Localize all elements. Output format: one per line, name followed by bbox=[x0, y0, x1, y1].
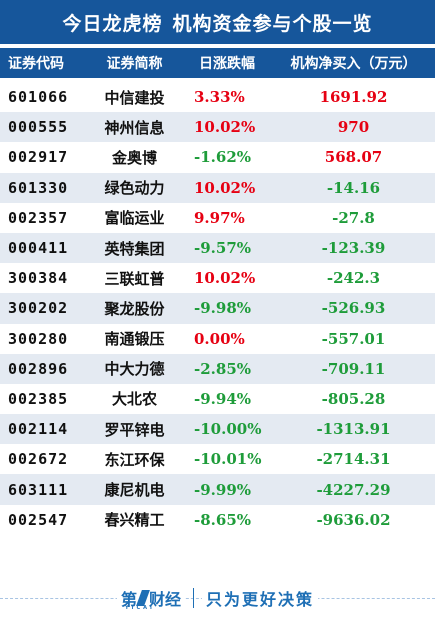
footer: 第 财经 YICAI 只为更好决策 bbox=[0, 575, 435, 620]
table-row: 002672 东江环保 -10.01% -2714.31 bbox=[0, 444, 435, 474]
cell-net-buy: -4227.29 bbox=[316, 480, 391, 499]
cell-code: 300384 bbox=[8, 269, 69, 288]
cell-name: 聚龙股份 bbox=[104, 299, 165, 318]
logo-text-right: 财经 bbox=[148, 589, 181, 609]
cell-code: 601066 bbox=[8, 88, 69, 107]
cell-change: 10.02% bbox=[194, 269, 256, 288]
cell-name: 罗平锌电 bbox=[104, 420, 165, 439]
cell-name: 富临运业 bbox=[104, 209, 165, 228]
cell-change: -9.98% bbox=[194, 299, 252, 318]
cell-change: -1.62% bbox=[194, 148, 252, 167]
cell-name: 英特集团 bbox=[104, 239, 165, 258]
cell-code: 002547 bbox=[8, 510, 69, 529]
cell-name: 康尼机电 bbox=[104, 481, 165, 500]
col-net-header: 机构净买入（万元） bbox=[290, 56, 417, 72]
cell-code: 002114 bbox=[8, 420, 69, 439]
cell-change: -9.99% bbox=[194, 480, 252, 499]
cell-name: 中大力德 bbox=[104, 360, 165, 379]
cell-code: 300280 bbox=[8, 329, 69, 348]
table-row: 601330 绿色动力 10.02% -14.16 bbox=[0, 172, 435, 203]
cell-change: 10.02% bbox=[194, 118, 256, 137]
cell-code: 300202 bbox=[8, 299, 69, 318]
cell-name: 神州信息 bbox=[104, 118, 165, 137]
col-code-header: 证券代码 bbox=[8, 56, 64, 72]
cell-net-buy: 1691.92 bbox=[319, 88, 388, 107]
cell-change: -8.65% bbox=[194, 510, 252, 529]
title-bar: 今日龙虎榜 机构资金参与个股一览 bbox=[0, 0, 435, 44]
logo-divider bbox=[193, 587, 194, 608]
cell-net-buy: -805.28 bbox=[321, 389, 386, 408]
cell-code: 000411 bbox=[8, 239, 69, 258]
cell-name: 金奥博 bbox=[111, 148, 157, 167]
col-name-header: 证券简称 bbox=[106, 56, 163, 72]
table-body: 601066 中信建投 3.33% 1691.92 000555 神州信息 10.02% 97… bbox=[0, 82, 435, 535]
cell-code: 603111 bbox=[8, 480, 69, 499]
col-change-header: 日涨跌幅 bbox=[199, 56, 255, 72]
cell-code: 000555 bbox=[8, 118, 69, 137]
cell-name: 大北农 bbox=[111, 390, 157, 409]
slogan: 只为更好决策 bbox=[202, 585, 319, 610]
cell-net-buy: -242.3 bbox=[326, 269, 381, 288]
cell-change: -9.94% bbox=[194, 389, 252, 408]
table-row: 300202 聚龙股份 -9.98% -526.93 bbox=[0, 293, 435, 324]
title-part2: 机构资金参与个股一览 bbox=[172, 12, 373, 35]
table-row: 002385 大北农 -9.94% -805.28 bbox=[0, 384, 435, 414]
table-row: 601066 中信建投 3.33% 1691.92 bbox=[0, 82, 435, 112]
cell-code: 002896 bbox=[8, 359, 69, 378]
table-row: 002896 中大力德 -2.85% -709.11 bbox=[0, 353, 435, 384]
cell-code: 002357 bbox=[8, 208, 69, 227]
cell-change: 10.02% bbox=[194, 178, 256, 197]
cell-name: 东江环保 bbox=[104, 450, 165, 469]
cell-code: 002917 bbox=[8, 148, 69, 167]
cell-code: 002385 bbox=[8, 389, 69, 408]
cell-change: -10.00% bbox=[194, 420, 262, 439]
cell-net-buy: -557.01 bbox=[321, 329, 386, 348]
cell-name: 春兴精工 bbox=[104, 511, 165, 530]
cell-net-buy: -14.16 bbox=[326, 178, 381, 197]
table-row: 002917 金奥博 -1.62% 568.07 bbox=[0, 142, 435, 172]
table-header: 证券代码 证券简称 日涨跌幅 机构净买入（万元） bbox=[0, 48, 435, 78]
table-row: 603111 康尼机电 -9.99% -4227.29 bbox=[0, 474, 435, 505]
cell-change: -9.57% bbox=[194, 239, 252, 258]
cell-name: 绿色动力 bbox=[104, 179, 165, 198]
yicai-logo: 第 财经 YICAI bbox=[116, 585, 185, 611]
cell-change: 9.97% bbox=[194, 208, 245, 227]
cell-change: 3.33% bbox=[194, 88, 245, 107]
cell-change: 0.00% bbox=[194, 329, 245, 348]
cell-net-buy: -9636.02 bbox=[316, 510, 391, 529]
cell-net-buy: -526.93 bbox=[321, 299, 386, 318]
table-row: 002114 罗平锌电 -10.00% -1313.91 bbox=[0, 414, 435, 445]
cell-code: 601330 bbox=[8, 178, 69, 197]
cell-net-buy: -2714.31 bbox=[316, 450, 391, 469]
logo-text-left: 第 bbox=[120, 589, 137, 609]
cell-net-buy: -123.39 bbox=[321, 239, 386, 258]
cell-net-buy: -27.8 bbox=[332, 208, 375, 227]
logo-mark-icon bbox=[136, 589, 150, 606]
cell-net-buy: -1313.91 bbox=[316, 420, 391, 439]
table-row: 300384 三联虹普 10.02% -242.3 bbox=[0, 263, 435, 293]
table-row: 002547 春兴精工 -8.65% -9636.02 bbox=[0, 505, 435, 535]
cell-net-buy: 568.07 bbox=[324, 148, 383, 167]
logo-sub: YICAI bbox=[124, 604, 155, 611]
cell-change: -10.01% bbox=[194, 450, 262, 469]
cell-change: -2.85% bbox=[194, 359, 252, 378]
cell-name: 南通锻压 bbox=[104, 330, 165, 349]
cell-code: 002672 bbox=[8, 450, 69, 469]
cell-name: 中信建投 bbox=[104, 88, 165, 107]
cell-net-buy: -709.11 bbox=[321, 359, 386, 378]
cell-net-buy: 970 bbox=[337, 118, 370, 137]
table-row: 300280 南通锻压 0.00% -557.01 bbox=[0, 324, 435, 354]
table-row: 000555 神州信息 10.02% 970 bbox=[0, 112, 435, 143]
table-row: 002357 富临运业 9.97% -27.8 bbox=[0, 203, 435, 233]
table-row: 000411 英特集团 -9.57% -123.39 bbox=[0, 232, 435, 264]
title-part1: 今日龙虎榜 bbox=[62, 12, 163, 35]
cell-name: 三联虹普 bbox=[104, 269, 165, 288]
